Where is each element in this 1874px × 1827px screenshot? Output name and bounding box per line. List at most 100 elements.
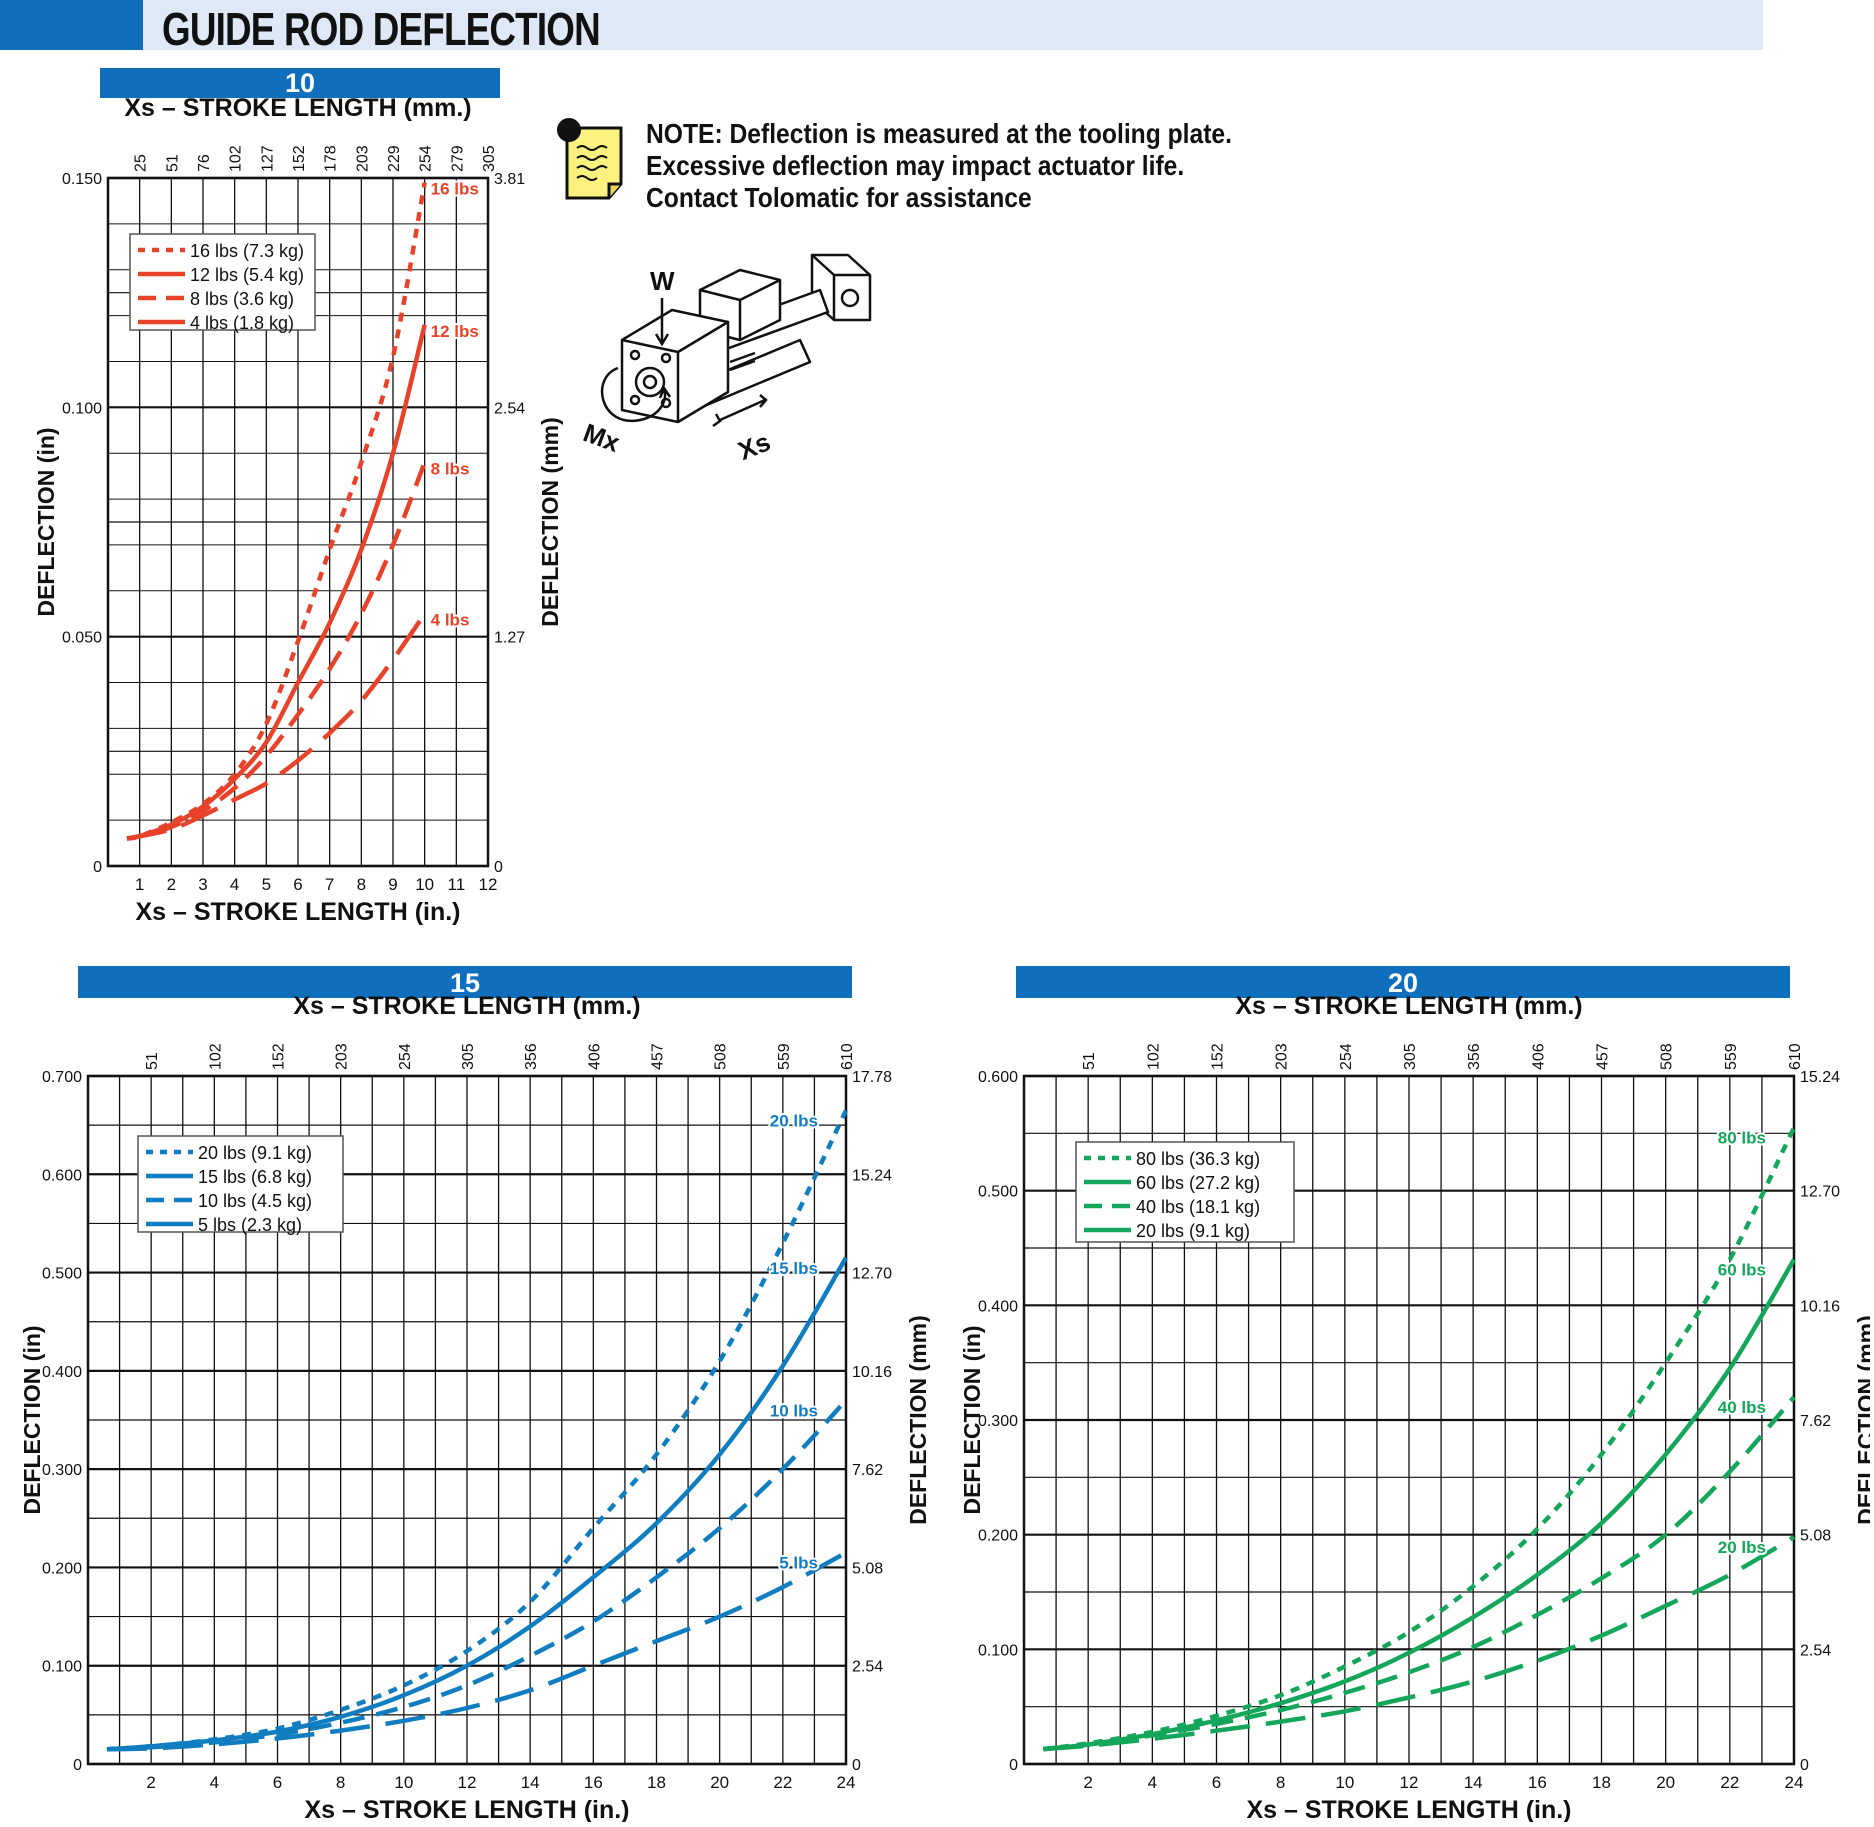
y-axis-title: DEFLECTION (in) <box>959 1325 985 1514</box>
header-accent-block <box>0 0 143 50</box>
x2-axis-title: Xs – STROKE LENGTH (mm.) <box>293 992 640 1020</box>
x-tick-label: 4 <box>1148 1773 1157 1792</box>
series-line <box>106 1398 848 1752</box>
series-line <box>106 1256 848 1752</box>
series-line <box>1043 1258 1796 1752</box>
chart-title-band <box>78 966 852 998</box>
series-end-label: 15 lbs <box>770 1259 818 1278</box>
diagram-label-mx: Mx <box>580 417 624 458</box>
y2-tick-label: 2.54 <box>1800 1642 1831 1659</box>
x2-tick-label: 51 <box>1081 1052 1098 1070</box>
y2-tick-label: 0 <box>494 859 503 876</box>
note-line-1: NOTE: Deflection is measured at the tool… <box>646 118 1232 149</box>
x-tick-label: 2 <box>146 1773 155 1792</box>
x-tick-label: 10 <box>1335 1773 1354 1792</box>
x2-tick-label: 51 <box>144 1052 161 1070</box>
x2-tick-label: 152 <box>1210 1043 1227 1070</box>
x2-tick-label: 356 <box>1466 1043 1483 1070</box>
y2-tick-label: 12.70 <box>852 1266 892 1283</box>
legend-label: 60 lbs (27.2 kg) <box>1136 1173 1260 1193</box>
deflection-chart-size-20: 20 2 4 6 8 10 12 14 16 18 20 22 24 51 102 152 203 254 305 3… <box>950 964 1874 1827</box>
x2-tick-label: 25 <box>133 154 150 172</box>
y2-tick-label: 15.24 <box>852 1167 892 1184</box>
series-line <box>126 612 427 841</box>
x-tick-label: 24 <box>837 1773 856 1792</box>
y2-tick-label: 1.27 <box>494 630 525 647</box>
x2-axis-title: Xs – STROKE LENGTH (mm.) <box>1235 992 1582 1020</box>
y2-tick-label: 15.24 <box>1800 1069 1840 1086</box>
x-axis-title: Xs – STROKE LENGTH (in.) <box>1246 1796 1571 1822</box>
x2-tick-label: 102 <box>207 1043 224 1070</box>
x2-tick-label: 203 <box>354 145 371 172</box>
y-tick-label: 0.200 <box>42 1560 82 1577</box>
deflection-note: NOTE: Deflection is measured at the tool… <box>646 118 1232 214</box>
x-tick-label: 18 <box>647 1773 666 1792</box>
series-end-label: 8 lbs <box>431 459 470 478</box>
series-line <box>1043 1535 1796 1752</box>
y-tick-label: 0.300 <box>978 1413 1018 1430</box>
x2-tick-label: 178 <box>323 145 340 172</box>
series-line <box>106 1550 848 1752</box>
series-end-label: 60 lbs <box>1718 1260 1766 1279</box>
y2-tick-label: 3.81 <box>494 171 525 188</box>
x2-axis-title: Xs – STROKE LENGTH (mm.) <box>124 94 471 122</box>
x2-tick-label: 406 <box>1530 1043 1547 1070</box>
x-tick-label: 6 <box>1212 1773 1221 1792</box>
x-tick-label: 7 <box>325 875 334 894</box>
actuator-diagram-icon: W Mx Xs <box>580 253 872 466</box>
page-title: GUIDE ROD DEFLECTION <box>162 3 601 55</box>
chart-title: 10 <box>285 68 315 98</box>
y2-tick-label: 2.54 <box>852 1659 883 1676</box>
y-tick-label: 0.050 <box>62 630 102 647</box>
y2-tick-label: 17.78 <box>852 1069 892 1086</box>
legend-label: 15 lbs (6.8 kg) <box>198 1167 312 1187</box>
x2-tick-label: 610 <box>839 1043 856 1070</box>
y2-tick-label: 7.62 <box>1800 1413 1831 1430</box>
chart-title-band <box>100 68 500 98</box>
y-tick-label: 0.100 <box>42 1659 82 1676</box>
x-tick-label: 14 <box>1464 1773 1483 1792</box>
y2-tick-label: 7.62 <box>852 1462 883 1479</box>
series-line <box>126 182 427 841</box>
x-tick-label: 22 <box>773 1773 792 1792</box>
x2-tick-label: 203 <box>334 1043 351 1070</box>
x2-tick-label: 203 <box>1274 1043 1291 1070</box>
x2-tick-label: 610 <box>1787 1043 1804 1070</box>
x-axis-title: Xs – STROKE LENGTH (in.) <box>304 1796 629 1822</box>
x-tick-label: 22 <box>1720 1773 1739 1792</box>
x2-tick-label: 559 <box>1723 1043 1740 1070</box>
x2-tick-label: 76 <box>196 154 213 172</box>
x-tick-label: 8 <box>336 1773 345 1792</box>
y2-tick-label: 0 <box>1800 1757 1809 1774</box>
x2-tick-label: 305 <box>460 1043 477 1070</box>
y-axis-title: DEFLECTION (in) <box>33 427 59 616</box>
y2-tick-label: 5.08 <box>1800 1528 1831 1545</box>
x-tick-label: 2 <box>1083 1773 1092 1792</box>
x-axis-title: Xs – STROKE LENGTH (in.) <box>135 898 460 926</box>
y-tick-label: 0.500 <box>42 1266 82 1283</box>
diagram-label-xs: Xs <box>734 426 775 466</box>
chart-title-band <box>1016 966 1790 998</box>
y-tick-label: 0 <box>1009 1757 1018 1774</box>
x-tick-label: 11 <box>448 875 466 894</box>
x-tick-label: 9 <box>388 875 397 894</box>
header-bar <box>143 0 1763 50</box>
x2-tick-label: 254 <box>397 1043 414 1070</box>
legend-label: 8 lbs (3.6 kg) <box>190 289 294 309</box>
y-tick-label: 0.600 <box>978 1069 1018 1086</box>
x2-tick-label: 102 <box>1145 1043 1162 1070</box>
series-end-label: 20 lbs <box>1718 1538 1766 1557</box>
plot-frame <box>1022 1074 1796 1766</box>
y2-tick-label: 0 <box>852 1757 861 1774</box>
x-tick-label: 12 <box>458 1773 477 1792</box>
x-tick-label: 12 <box>1400 1773 1419 1792</box>
x2-tick-label: 152 <box>291 145 308 172</box>
legend-label: 20 lbs (9.1 kg) <box>1136 1221 1250 1241</box>
x2-tick-label: 457 <box>650 1043 667 1070</box>
x-tick-label: 12 <box>479 875 498 894</box>
x2-tick-label: 508 <box>713 1043 730 1070</box>
y-tick-label: 0.150 <box>62 171 102 188</box>
